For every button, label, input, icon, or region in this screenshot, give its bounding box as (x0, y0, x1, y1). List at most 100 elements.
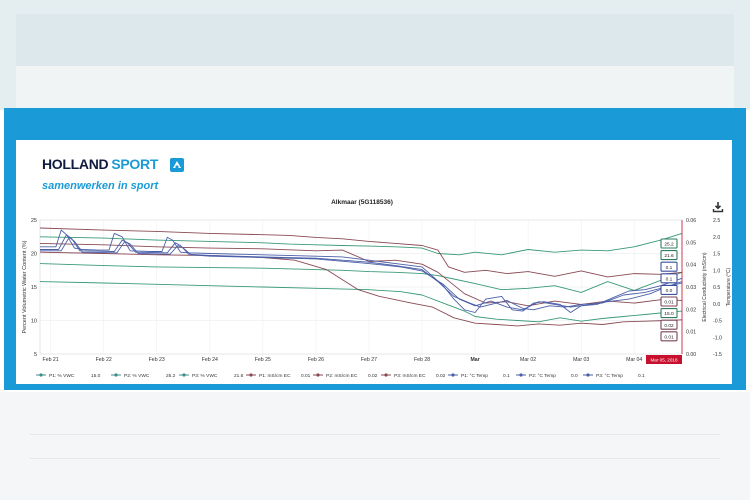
background-divider (30, 434, 720, 435)
end-value-badge (660, 296, 678, 307)
end-value-badge (660, 273, 678, 284)
logo-wordmark: HOLLAND SPORT (42, 156, 158, 172)
x-tick-label: Feb 24 (202, 357, 218, 363)
y-right1-tick-label: 0.01 (686, 330, 696, 336)
y-right1-tick-label: 0.04 (686, 263, 696, 269)
legend-swatch-marker (182, 373, 186, 377)
end-value-label: 0.0 (666, 288, 673, 294)
x-tick-label: Mar 04 (626, 357, 642, 363)
x-tick-label: Feb 22 (96, 357, 112, 363)
x-tick-label: Mar 02 (520, 357, 536, 363)
legend-item-name: P2: °C Temp (529, 373, 556, 379)
y-right2-tick-label: -1.5 (713, 352, 722, 358)
legend-swatch-marker (586, 373, 590, 377)
legend-item-name: P1: mS/cm EC (259, 373, 291, 379)
y-right2-axis-title: Temperature (°C) (726, 267, 732, 306)
logo-word-sport: SPORT (111, 156, 159, 172)
legend-item-value: 0.1 (638, 373, 645, 379)
legend-swatch-marker (519, 373, 523, 377)
y-right2-tick-label: 1.5 (713, 252, 720, 258)
legend-item-name: P1: °C Temp (461, 373, 488, 379)
legend-item-value: 0.02 (436, 373, 446, 379)
end-value-label: 25.2 (664, 242, 674, 248)
y-left-tick-label: 15 (31, 285, 37, 291)
end-value-badge (660, 331, 678, 342)
series-line (39, 242, 683, 307)
legend-item-name: P2: % VWC (124, 373, 150, 379)
y-right2-tick-label: -0.5 (713, 319, 722, 325)
y-right2-tick-label: 1.0 (713, 268, 720, 274)
x-tick-label: Feb 21 (43, 357, 59, 363)
logo-word-holland: HOLLAND (42, 156, 109, 172)
series-line (39, 281, 683, 323)
y-left-tick-label: 20 (31, 252, 37, 258)
legend-item-name: P3: % VWC (192, 373, 218, 379)
x-tick-label: Feb 25 (255, 357, 271, 363)
legend-item-value: 15.0 (91, 373, 101, 379)
legend-swatch-marker (39, 373, 43, 377)
y-right1-tick-label: 0.00 (686, 352, 696, 358)
y-left-tick-label: 5 (34, 352, 37, 358)
legend-item-name: P3: mS/cm EC (394, 373, 426, 379)
y-right2-tick-label: -1.0 (713, 335, 722, 341)
end-value-label: 0.1 (666, 276, 673, 282)
legend-item-value: 21.6 (234, 373, 244, 379)
end-value-badge (660, 284, 678, 295)
x-tick-label: Feb 27 (361, 357, 377, 363)
download-icon[interactable] (712, 200, 724, 213)
end-value-badge (660, 238, 678, 249)
logo-tagline: samenwerken in sport (42, 180, 159, 192)
legend-swatch-marker (316, 373, 320, 377)
end-value-badge (660, 261, 678, 272)
x-tick-label: Feb 23 (149, 357, 165, 363)
holland-sport-logo: HOLLAND SPORT samenwerken in sport (42, 156, 184, 196)
background-strip (16, 66, 734, 110)
x-tick-label: Mar (470, 357, 479, 363)
y-right2-tick-label: 0.5 (713, 285, 720, 291)
legend-item-value: 25.2 (166, 373, 176, 379)
legend-swatch-marker (114, 373, 118, 377)
series-line (39, 263, 683, 293)
y-right2-tick-label: 0.0 (713, 302, 720, 308)
x-tick-label: Feb 26 (308, 357, 324, 363)
end-value-badge (660, 250, 678, 261)
end-value-badge (660, 308, 678, 319)
end-value-label: 0.01 (664, 300, 674, 306)
background-divider (30, 458, 720, 459)
end-value-label: 0.02 (664, 323, 674, 329)
series-line (40, 234, 683, 311)
end-value-label: 0.01 (664, 334, 674, 340)
legend-item-name: P2: mS/cm EC (326, 373, 358, 379)
y-left-tick-label: 25 (31, 218, 37, 224)
series-line (39, 232, 683, 256)
chart-title: Alkmaar (5G118536) (331, 199, 393, 206)
y-right1-axis-title: Electrical Conductivity (mS/cm) (702, 252, 708, 322)
background-page-bottom (0, 392, 750, 500)
y-right2-tick-label: 2.5 (713, 218, 720, 224)
legend-item-value: 0.1 (503, 373, 510, 379)
x-tick-label: Feb 28 (414, 357, 430, 363)
legend-swatch-marker (451, 373, 455, 377)
y-right1-tick-label: 0.02 (686, 307, 696, 313)
legend-swatch-marker (384, 373, 388, 377)
end-value-badge (660, 319, 678, 330)
y-left-axis-title: Percent Volumetric Water Content (%) (22, 240, 28, 333)
series-line (39, 227, 683, 278)
legend-item-value: 0.01 (301, 373, 311, 379)
legend-swatch-marker (249, 373, 253, 377)
background-page-top (0, 0, 750, 110)
end-value-label: 0.1 (666, 265, 673, 271)
legend-item-name: P3: °C Temp (596, 373, 623, 379)
y-right1-tick-label: 0.06 (686, 218, 696, 224)
y-right1-tick-label: 0.03 (686, 285, 696, 291)
y-right1-tick-label: 0.05 (686, 240, 696, 246)
legend-item-value: 0.02 (368, 373, 378, 379)
legend-item-name: P1: % VWC (49, 373, 75, 379)
logo-badge-icon (170, 158, 184, 172)
legend-item-value: 0.0 (571, 373, 578, 379)
end-value-label: 21.6 (664, 253, 674, 259)
date-marker-label: Mar 05, 2018 (650, 358, 678, 363)
date-marker-badge (646, 355, 682, 364)
end-value-label: 15.0 (664, 311, 674, 317)
